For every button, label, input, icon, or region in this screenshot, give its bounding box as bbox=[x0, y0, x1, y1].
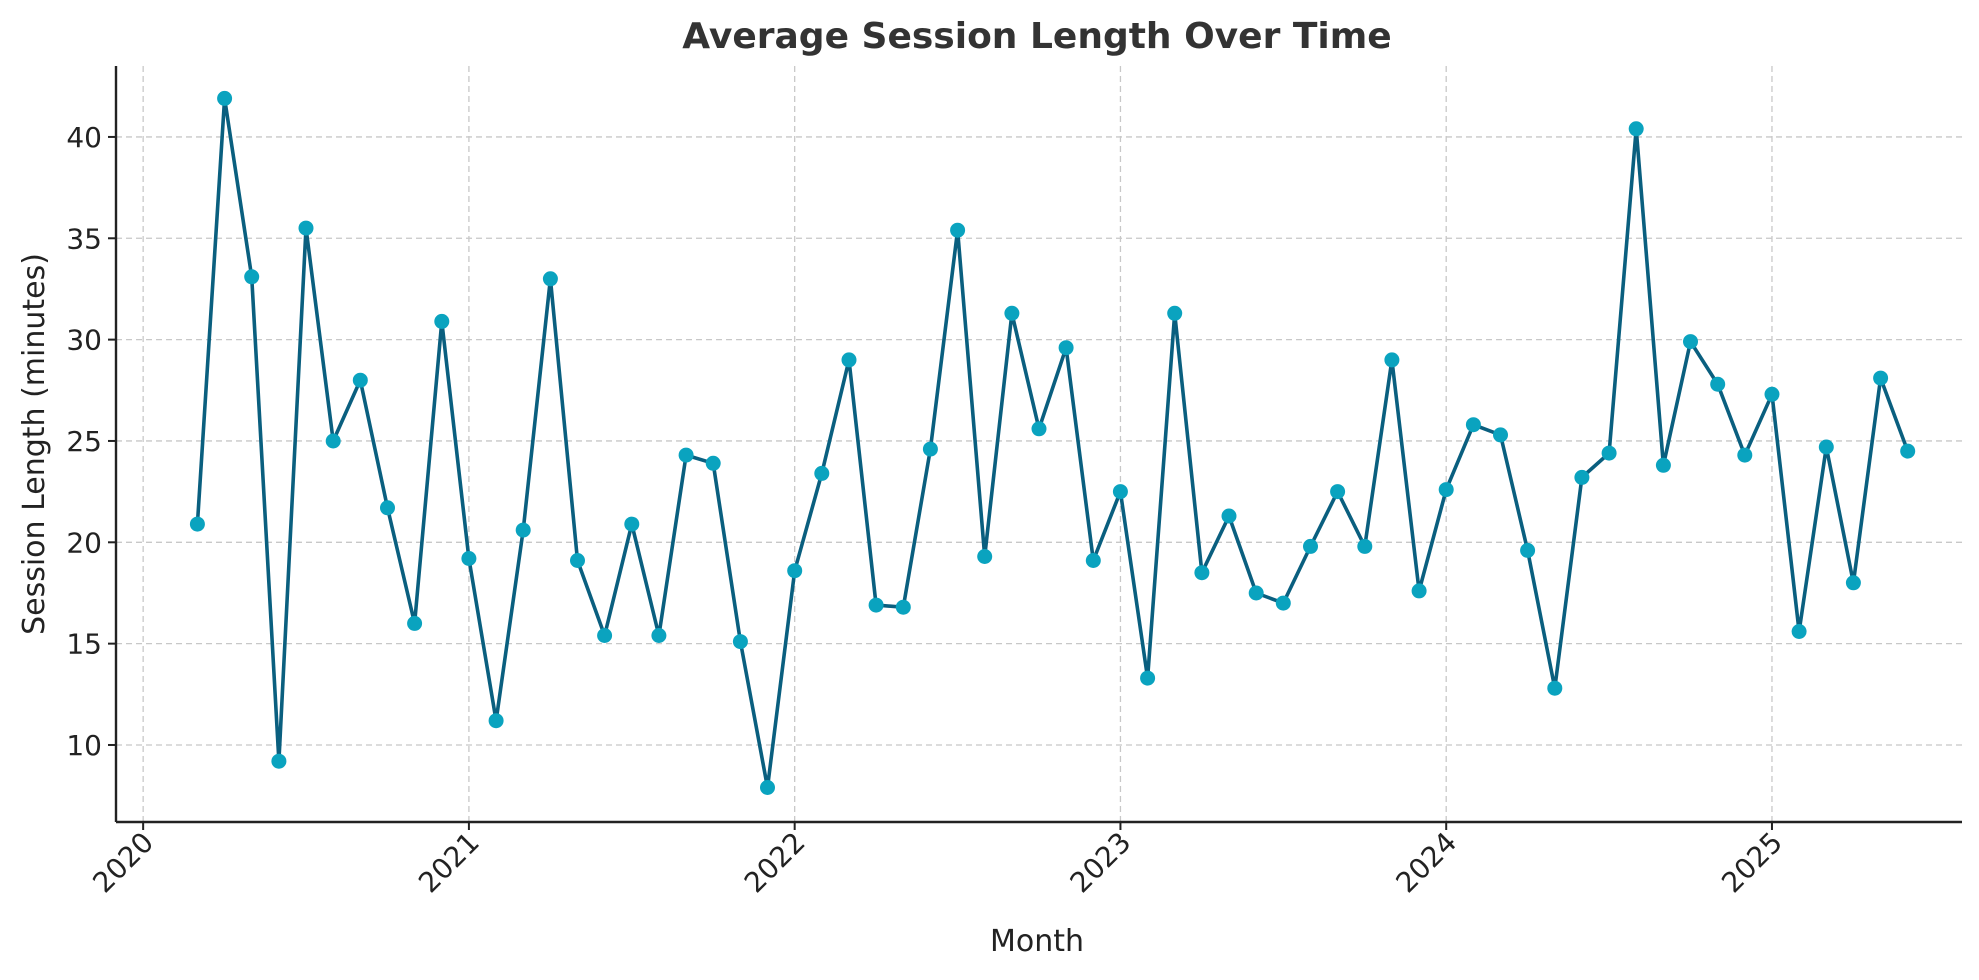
data-point bbox=[1031, 421, 1047, 437]
x-tick-labels: 2020 2021 2022 2023 2024 2025 bbox=[86, 822, 1789, 899]
data-point bbox=[1628, 121, 1644, 137]
data-point bbox=[1764, 386, 1780, 402]
data-point bbox=[868, 597, 884, 613]
x-tick-label: 2025 bbox=[1715, 826, 1789, 900]
data-point bbox=[1275, 595, 1291, 611]
data-point bbox=[1845, 575, 1861, 591]
data-point bbox=[1004, 305, 1020, 321]
data-point bbox=[1520, 542, 1536, 558]
data-point bbox=[1438, 482, 1454, 498]
data-point bbox=[488, 713, 504, 729]
x-gridlines bbox=[142, 66, 1773, 822]
y-tick-label: 40 bbox=[66, 121, 102, 154]
y-tick-label: 20 bbox=[66, 526, 102, 559]
data-point bbox=[570, 553, 585, 568]
data-point bbox=[244, 269, 260, 285]
series-line bbox=[195, 96, 1910, 790]
data-point bbox=[1493, 427, 1508, 443]
y-tick-labels: 10 15 20 25 30 35 40 bbox=[66, 121, 116, 762]
data-point bbox=[950, 222, 966, 238]
data-point bbox=[787, 563, 803, 579]
data-point bbox=[1058, 340, 1074, 356]
y-tick-label: 25 bbox=[66, 425, 102, 458]
y-tick-label: 10 bbox=[66, 729, 102, 762]
data-point bbox=[1710, 376, 1726, 392]
data-point bbox=[1221, 508, 1237, 524]
data-point bbox=[407, 615, 423, 631]
data-point bbox=[542, 271, 558, 287]
y-tick-label: 15 bbox=[66, 628, 102, 661]
x-axis-label: Month bbox=[990, 924, 1084, 959]
x-tick-label: 2020 bbox=[86, 826, 160, 900]
y-tick-label: 35 bbox=[66, 222, 102, 255]
data-point bbox=[895, 599, 911, 615]
data-point bbox=[271, 753, 287, 769]
data-point bbox=[1112, 484, 1128, 500]
data-point bbox=[1411, 583, 1427, 599]
x-tick-label: 2023 bbox=[1064, 826, 1138, 900]
data-point bbox=[1818, 439, 1834, 455]
data-point bbox=[678, 447, 694, 463]
data-point bbox=[1655, 457, 1671, 473]
series-layer bbox=[189, 90, 1916, 795]
data-point bbox=[1248, 585, 1264, 601]
data-point bbox=[1873, 370, 1889, 386]
data-point bbox=[922, 441, 938, 457]
data-point bbox=[624, 516, 640, 532]
y-tick-label: 30 bbox=[66, 324, 102, 357]
y-axis-label: Session Length (minutes) bbox=[17, 253, 52, 635]
x-tick-label: 2024 bbox=[1389, 826, 1463, 900]
data-point bbox=[352, 372, 368, 388]
data-point bbox=[1303, 538, 1318, 554]
data-point bbox=[597, 628, 613, 643]
data-point bbox=[434, 313, 450, 329]
data-point bbox=[1330, 484, 1346, 500]
data-point bbox=[1547, 680, 1563, 696]
data-point bbox=[760, 780, 775, 795]
data-point bbox=[1357, 538, 1373, 554]
data-point bbox=[461, 551, 477, 566]
chart-title: Average Session Length Over Time bbox=[682, 16, 1391, 57]
x-tick-label: 2022 bbox=[738, 826, 812, 900]
data-point bbox=[1384, 352, 1400, 368]
data-point bbox=[189, 516, 205, 532]
data-point bbox=[814, 465, 830, 481]
data-point bbox=[1140, 670, 1156, 686]
axes bbox=[114, 66, 1962, 824]
data-point bbox=[1085, 553, 1101, 568]
data-point bbox=[732, 634, 748, 650]
data-point bbox=[325, 433, 341, 449]
data-point bbox=[1683, 334, 1698, 350]
data-point bbox=[1465, 417, 1481, 433]
data-point bbox=[515, 522, 531, 538]
data-point bbox=[651, 628, 667, 643]
data-point bbox=[380, 500, 395, 516]
y-gridlines bbox=[116, 136, 1962, 746]
data-point bbox=[1737, 447, 1753, 463]
data-point bbox=[1167, 305, 1183, 321]
data-point bbox=[217, 90, 233, 106]
data-point bbox=[1900, 443, 1916, 459]
data-point bbox=[1791, 624, 1807, 639]
x-tick-label: 2021 bbox=[412, 826, 486, 900]
data-point bbox=[705, 455, 721, 471]
data-point bbox=[1194, 565, 1210, 581]
data-point bbox=[298, 220, 314, 236]
data-point bbox=[977, 549, 993, 564]
data-point bbox=[841, 352, 857, 368]
data-point bbox=[1601, 445, 1617, 461]
data-point bbox=[1574, 469, 1590, 485]
